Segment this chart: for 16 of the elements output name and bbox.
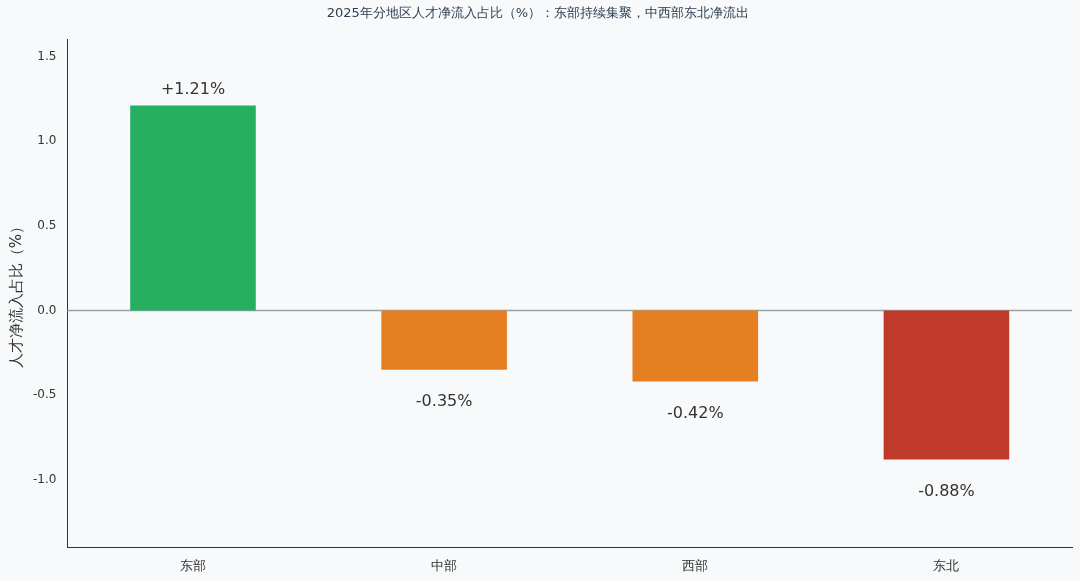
y-tick-label: 1.0 [37,133,57,148]
y-tick-label: 0.0 [37,302,57,317]
y-tick-label: -1.0 [32,471,57,486]
data-label: -0.88% [918,480,975,500]
x-tick-label: 东北 [933,557,960,573]
y-tick-label: 0.5 [37,217,57,232]
data-label: -0.35% [415,390,473,410]
x-tick-label: 中部 [431,557,458,573]
data-label: -0.42% [666,402,724,422]
chart-title: 2025年分地区人才净流入占比（%）：东部持续集聚，中西部东北净流出 [326,5,750,21]
y-axis-title: 人才净流入占比（%） [6,218,25,369]
data-label: +1.21% [160,78,226,98]
x-tick-label: 西部 [682,557,709,573]
y-tick-label: -0.5 [32,387,57,402]
y-tick-label: 1.5 [37,48,57,63]
x-tick-label: 东部 [179,557,206,573]
